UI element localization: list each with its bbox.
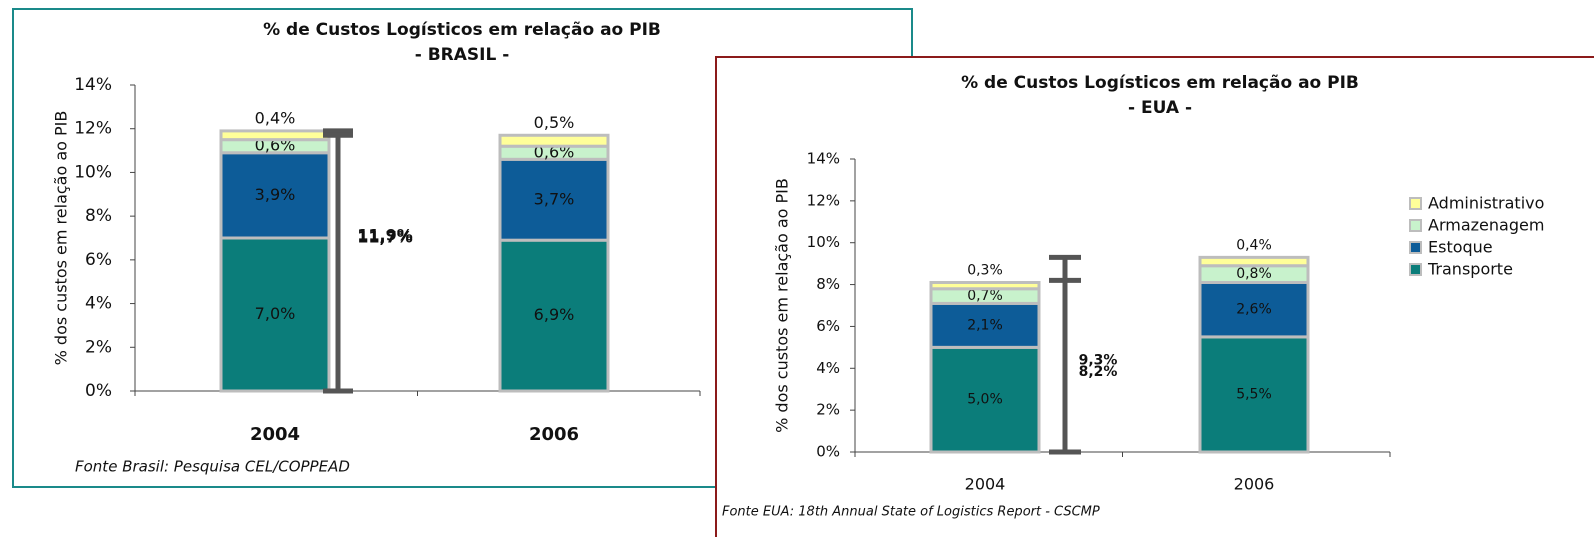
y-axis-label: % dos custos em relação ao PIB <box>52 111 71 366</box>
legend-swatch <box>1409 263 1422 276</box>
y-tick-label: 14% <box>807 150 840 168</box>
y-tick-label: 8% <box>85 206 112 226</box>
value-label: 0,5% <box>534 113 575 132</box>
legend-label: Transporte <box>1427 260 1513 279</box>
chart-title: % de Custos Logísticos em relação ao PIB <box>961 73 1359 93</box>
value-label: 5,0% <box>967 392 1003 408</box>
x-tick-label: 2004 <box>965 475 1006 494</box>
y-tick-label: 10% <box>807 233 840 251</box>
value-label: 5,5% <box>1236 386 1272 402</box>
eua-frame <box>715 56 1594 537</box>
total-label: 11,9% <box>357 225 413 244</box>
legend-swatch <box>1409 197 1422 210</box>
chart-subtitle: - BRASIL - <box>415 45 510 65</box>
source-note: Fonte EUA: 18th Annual State of Logistic… <box>722 505 1100 520</box>
y-tick-label: 0% <box>85 381 112 401</box>
bar-segment <box>498 238 610 393</box>
value-label: 3,9% <box>255 185 296 204</box>
x-tick-label: 2006 <box>529 424 579 445</box>
value-label: 0,3% <box>967 262 1003 278</box>
bar-segment <box>929 280 1041 291</box>
chart-subtitle: - EUA - <box>1128 98 1192 118</box>
bar-segment <box>498 133 610 148</box>
bar-segment <box>219 151 331 240</box>
y-tick-label: 2% <box>85 337 112 357</box>
legend-label: Armazenagem <box>1428 216 1544 235</box>
y-tick-label: 0% <box>816 443 840 461</box>
value-label: 0,4% <box>1236 237 1272 253</box>
total-label: 11,7% <box>357 228 413 247</box>
bar-segment <box>1198 335 1310 454</box>
y-tick-label: 12% <box>807 191 840 209</box>
y-tick-label: 4% <box>85 294 112 314</box>
value-label: 6,9% <box>534 305 575 324</box>
value-label: 0,4% <box>255 108 296 127</box>
value-label: 2,1% <box>967 317 1003 333</box>
bar-segment <box>498 157 610 242</box>
value-label: 0,7% <box>967 288 1003 304</box>
value-label: 0,8% <box>1236 266 1272 282</box>
eua-chart: % de Custos Logísticos em relação ao PIB… <box>722 73 1544 520</box>
value-label: 2,6% <box>1236 302 1272 318</box>
legend-swatch <box>1409 241 1422 254</box>
value-label: 3,7% <box>534 189 575 208</box>
legend-label: Administrativo <box>1428 194 1544 213</box>
total-bracket <box>1049 254 1081 455</box>
y-tick-label: 6% <box>85 250 112 270</box>
y-axis-label: % dos custos em relação ao PIB <box>773 178 792 433</box>
y-tick-label: 12% <box>74 119 112 139</box>
y-tick-label: 10% <box>74 162 112 182</box>
y-tick-label: 6% <box>816 317 840 335</box>
y-tick-label: 2% <box>816 401 840 419</box>
total-label: 9,3% <box>1079 353 1118 369</box>
bar-segment <box>219 236 331 393</box>
x-tick-label: 2004 <box>250 424 300 445</box>
bar-segment <box>219 129 331 142</box>
bar-segment <box>1198 255 1310 268</box>
legend-label: Estoque <box>1428 238 1493 257</box>
total-label: 8,2% <box>1079 364 1118 380</box>
y-tick-label: 8% <box>816 275 840 293</box>
total-bracket <box>323 132 353 394</box>
x-tick-label: 2006 <box>1234 475 1275 494</box>
brasil-chart: % de Custos Logísticos em relação ao PIB… <box>52 20 701 476</box>
chart-title: % de Custos Logísticos em relação ao PIB <box>263 20 661 40</box>
y-tick-label: 14% <box>74 75 112 95</box>
source-note: Fonte Brasil: Pesquisa CEL/COPPEAD <box>75 458 350 476</box>
value-label: 7,0% <box>255 304 296 323</box>
legend-swatch <box>1409 219 1422 232</box>
y-tick-label: 4% <box>816 359 840 377</box>
